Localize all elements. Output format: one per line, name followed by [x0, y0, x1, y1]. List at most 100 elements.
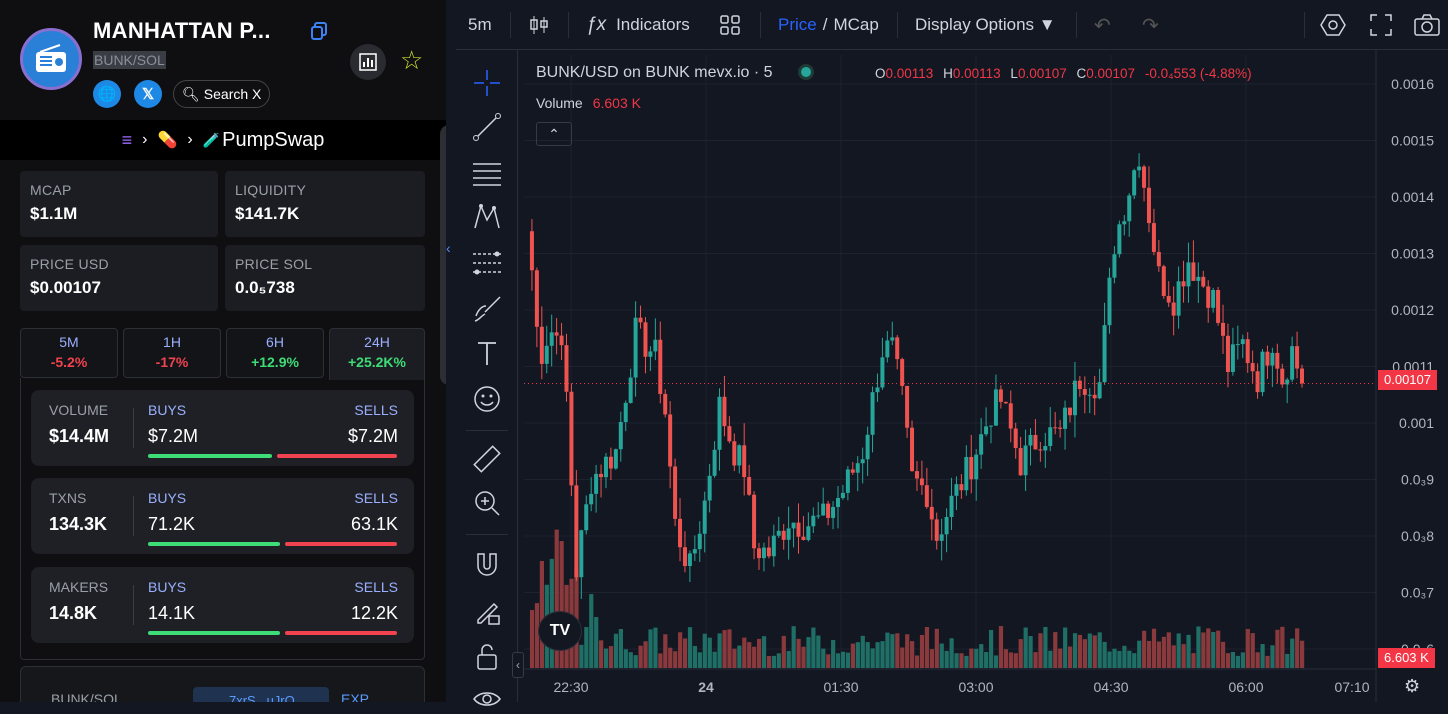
volume-bar — [1240, 652, 1245, 668]
volume-bar — [1087, 633, 1092, 668]
candle-body — [949, 495, 954, 518]
volume-bar — [623, 649, 628, 668]
copy-icon[interactable] — [310, 22, 328, 40]
candle-body — [658, 339, 663, 394]
volume-bar — [1028, 636, 1033, 668]
candle-body — [1290, 346, 1295, 380]
x-icon[interactable]: 𝕏 — [134, 80, 162, 108]
candle-body — [549, 332, 554, 346]
volume-bar — [638, 645, 643, 668]
candle-body — [860, 459, 865, 464]
volume-bar — [1235, 655, 1241, 668]
scrollbar[interactable] — [440, 125, 446, 385]
volume-bar — [1230, 651, 1236, 668]
volume-bar — [860, 635, 865, 668]
volume-bar — [1161, 636, 1166, 668]
candle-body — [742, 445, 747, 478]
explorer-link[interactable]: EXP — [341, 691, 370, 702]
candle-body — [934, 519, 939, 541]
candle-body — [623, 402, 628, 423]
chart-button[interactable] — [350, 44, 386, 80]
horizontal-lines-icon[interactable] — [472, 158, 502, 188]
unlock-icon[interactable] — [472, 642, 502, 672]
volume-bar — [900, 647, 905, 668]
timeframe-24h[interactable]: 24H +25.2K% — [329, 328, 425, 380]
chart-settings-icon[interactable]: ⚙ — [1404, 676, 1421, 696]
crosshair-icon[interactable] — [472, 68, 502, 98]
search-x-button[interactable]: 🔍︎ Search X — [173, 80, 271, 108]
indicators-button[interactable]: ƒx Indicators — [586, 14, 690, 35]
candle-body — [1225, 335, 1230, 372]
chart-symbol: BUNK/USD on BUNK mevx.io · 5 — [536, 64, 811, 82]
volume-bar — [1216, 630, 1221, 668]
y-tick-label: 0.0016 — [1391, 76, 1434, 92]
volume-bar — [1151, 628, 1157, 668]
fib-retracement-icon[interactable] — [472, 248, 502, 278]
settings-icon[interactable] — [1320, 0, 1346, 50]
candles-icon[interactable] — [528, 0, 550, 50]
redo-icon[interactable]: ↷ — [1142, 14, 1159, 37]
volume-bar — [855, 642, 860, 668]
collapse-legend-button[interactable]: ⌃ — [536, 122, 572, 146]
lock-pencil-icon[interactable] — [472, 596, 502, 626]
text-tool-icon[interactable] — [472, 338, 502, 368]
volume-bar — [811, 627, 816, 668]
fullscreen-icon[interactable] — [1370, 0, 1392, 50]
volume-bar — [1132, 653, 1137, 668]
display-options-button[interactable]: Display Options ▼ — [915, 15, 1056, 34]
candle-body — [944, 517, 949, 535]
candle-body — [1137, 166, 1142, 171]
candle-body — [613, 449, 618, 469]
volume-bar — [771, 655, 777, 668]
volume-bar — [579, 644, 584, 668]
candle-body — [727, 426, 732, 442]
tradingview-logo-icon[interactable]: TV — [538, 611, 582, 651]
volume-bar — [998, 626, 1004, 668]
volume-bar — [584, 627, 589, 668]
candle-body — [663, 393, 668, 415]
candle-body — [816, 515, 821, 517]
volume-bar — [1290, 638, 1295, 668]
pattern-icon[interactable] — [472, 202, 502, 232]
price-toggle[interactable]: Price — [778, 15, 817, 34]
candle-body — [969, 456, 974, 480]
magnet-icon[interactable] — [472, 550, 502, 580]
price-mcap-toggle[interactable]: Price / MCap — [778, 15, 879, 34]
candle-body — [1280, 368, 1285, 385]
candle-body — [1107, 277, 1112, 326]
zoom-in-icon[interactable] — [472, 488, 502, 518]
favorite-star-icon[interactable]: ☆ — [400, 45, 424, 75]
camera-icon[interactable] — [1414, 0, 1440, 50]
candle-body — [534, 270, 539, 327]
layout-grid-icon[interactable] — [720, 0, 740, 50]
volume-bar — [633, 655, 638, 668]
address-chip[interactable]: 7xrS...uJrQ — [193, 687, 329, 702]
candle-body — [1191, 262, 1196, 281]
candle-body — [717, 396, 722, 450]
token-panel: MANHATTAN P... BUNK/SOL 🌐 𝕏 🔍︎ Search X … — [0, 0, 446, 702]
undo-icon[interactable]: ↶ — [1094, 14, 1111, 37]
candle-body — [974, 454, 979, 480]
dex-name[interactable]: PumpSwap — [222, 128, 325, 151]
volume-bar — [880, 641, 885, 668]
candle-body — [747, 477, 752, 495]
website-icon[interactable]: 🌐 — [93, 80, 121, 108]
brush-icon[interactable] — [472, 294, 502, 324]
ruler-icon[interactable] — [472, 444, 502, 474]
volume-bar — [1206, 628, 1211, 668]
collapse-panel-icon[interactable]: ‹ — [446, 240, 451, 256]
candle-body — [757, 548, 762, 559]
trendline-icon[interactable] — [472, 112, 502, 142]
interval-button[interactable]: 5m — [468, 15, 492, 34]
emoji-icon[interactable] — [472, 384, 502, 414]
volume-bar — [924, 627, 930, 668]
candle-body — [594, 473, 599, 494]
timeframe-1h[interactable]: 1H -17% — [123, 328, 221, 378]
timeframe-5m[interactable]: 5M -5.2% — [20, 328, 118, 378]
chevron-left-icon[interactable]: ‹ — [512, 652, 524, 678]
timeframe-6h[interactable]: 6H +12.9% — [226, 328, 324, 378]
volume-bar — [821, 648, 826, 668]
mcap-toggle[interactable]: MCap — [833, 15, 879, 34]
volume-bar — [1048, 650, 1053, 668]
